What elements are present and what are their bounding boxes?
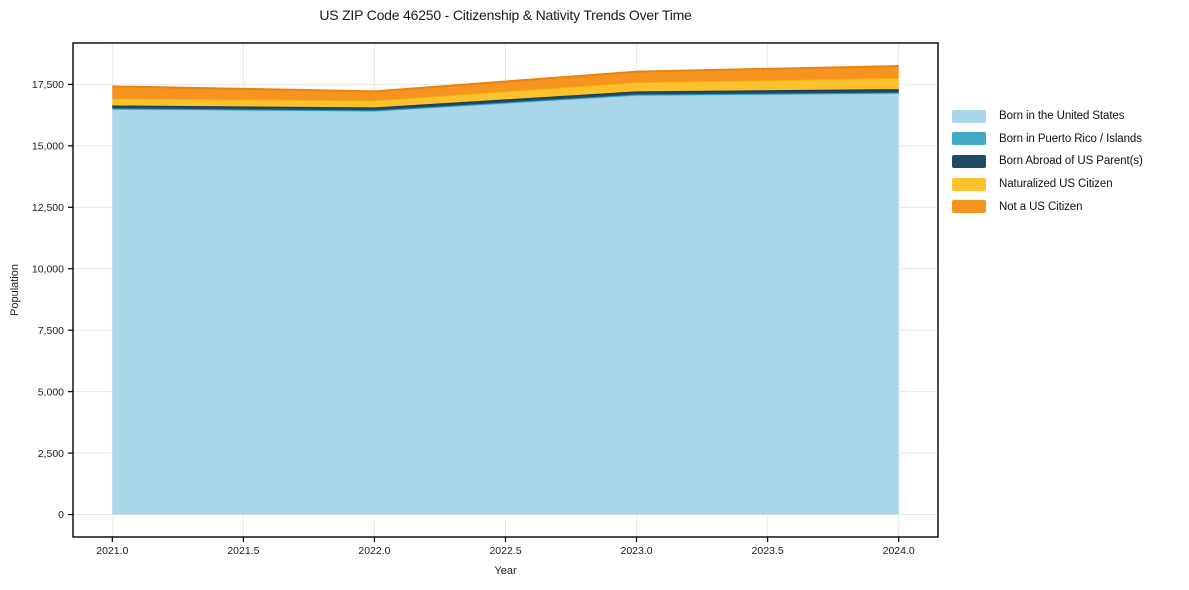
legend-swatch — [952, 154, 986, 168]
x-tick-label: 2023.5 — [752, 545, 784, 557]
legend-swatch — [952, 132, 986, 146]
y-tick-label: 5,000 — [38, 386, 64, 398]
x-tick-label: 2022.5 — [489, 545, 521, 557]
y-tick-label: 12,500 — [32, 202, 64, 214]
y-tick-label: 17,500 — [32, 79, 64, 91]
chart-title: US ZIP Code 46250 - Citizenship & Nativi… — [319, 7, 692, 23]
legend-item-naturalized-us-citizen: Naturalized US Citizen — [952, 173, 1143, 196]
x-tick-label: 2024.0 — [883, 545, 915, 557]
area-series-not-a-us-citizen — [112, 66, 899, 101]
legend-label: Not a US Citizen — [999, 200, 1083, 213]
y-tick-label: 15,000 — [32, 141, 64, 153]
y-tick-label: 2,500 — [38, 448, 64, 460]
legend-swatch — [952, 109, 986, 123]
legend: Born in the United States Born in Puerto … — [952, 105, 1143, 218]
legend-item-born-in-puerto-rico-islands: Born in Puerto Rico / Islands — [952, 128, 1143, 151]
legend-label: Born Abroad of US Parent(s) — [999, 155, 1143, 168]
legend-item-born-abroad-of-us-parent-s-: Born Abroad of US Parent(s) — [952, 150, 1143, 173]
y-tick-label: 10,000 — [32, 263, 64, 275]
x-tick-label: 2022.0 — [358, 545, 390, 557]
legend-item-not-a-us-citizen: Not a US Citizen — [952, 195, 1143, 218]
area-series-edge — [112, 65, 899, 93]
y-axis-title: Population — [9, 264, 21, 316]
y-tick-label: 7,500 — [38, 325, 64, 337]
x-tick-label: 2023.0 — [620, 545, 652, 557]
area-series-born-in-the-united-states — [112, 93, 899, 515]
legend-swatch — [952, 200, 986, 214]
legend-swatch — [952, 177, 986, 191]
x-tick-label: 2021.5 — [227, 545, 259, 557]
legend-label: Born in the United States — [999, 110, 1125, 123]
x-axis-title: Year — [494, 565, 517, 577]
legend-label: Born in Puerto Rico / Islands — [999, 132, 1142, 145]
y-tick-label: 0 — [58, 509, 64, 521]
legend-item-born-in-the-united-states: Born in the United States — [952, 105, 1143, 128]
legend-label: Naturalized US Citizen — [999, 178, 1113, 191]
x-tick-label: 2021.0 — [96, 545, 128, 557]
